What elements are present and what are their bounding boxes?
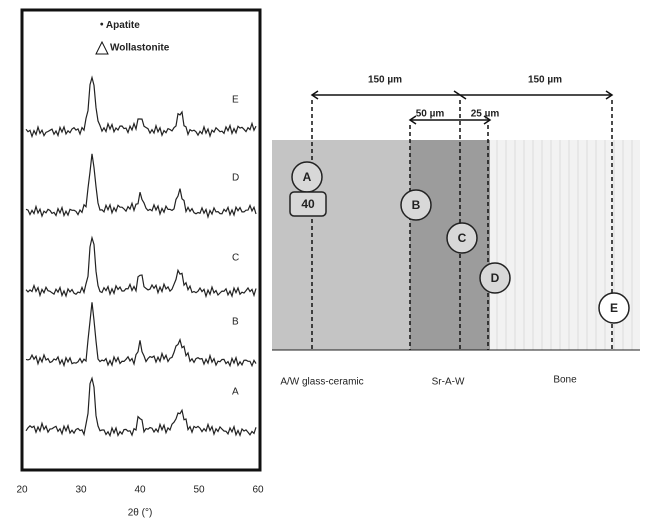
figure: • Apatite Wollastonite E D C B A 20 30 4… [0,0,654,525]
point-label: E [610,301,618,315]
size-label: 40 [301,197,315,211]
region-label: Bone [553,375,577,386]
xrd-frame [22,10,260,470]
trace-label: C [232,253,239,264]
point-label: D [491,271,500,285]
x-tick-label: 30 [75,485,87,496]
dimension: 150 µm [528,75,562,86]
legend-apatite: • Apatite [100,20,140,31]
point-label: B [412,198,421,212]
x-tick-label: 40 [134,485,146,496]
trace-label: A [232,387,239,398]
x-tick-label: 50 [193,485,205,496]
region-label: Sr-A-W [432,377,465,388]
trace-label: E [232,95,239,106]
x-tick-label: 60 [252,485,264,496]
dimension: 150 µm [368,75,402,86]
dimension: 25 µm [471,109,500,120]
x-axis-label: 2θ (°) [128,508,153,519]
point-label: C [458,231,467,245]
region-label: A/W glass-ceramic [280,377,363,388]
trace-label: B [232,317,239,328]
trace-label: D [232,173,239,184]
dimension: 50 µm [416,109,445,120]
point-label: A [303,170,312,184]
legend-wollastonite: Wollastonite [110,43,170,54]
dimension-lines [312,91,612,124]
x-tick-label: 20 [16,485,28,496]
